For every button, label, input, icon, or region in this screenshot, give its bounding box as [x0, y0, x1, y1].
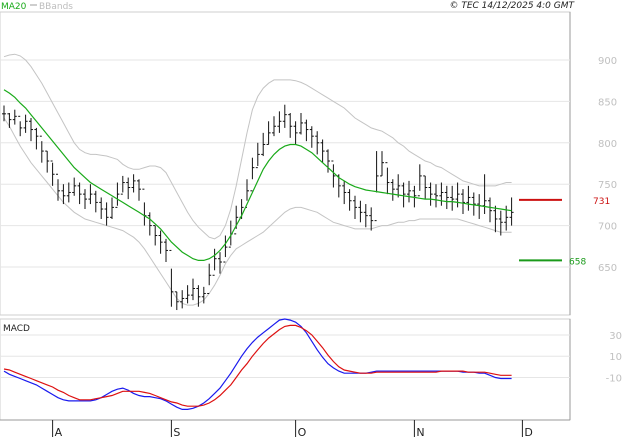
- x-axis-label: A: [55, 426, 63, 439]
- price-tick-label: 800: [598, 139, 617, 150]
- x-axis-label: N: [416, 426, 424, 439]
- price-y-axis: 650 700 750 800 850 900: [598, 56, 617, 274]
- price-markers: 731 658: [519, 197, 610, 267]
- bband-lower-line: [3, 117, 512, 306]
- price-tick-label: 900: [598, 56, 617, 67]
- price-tick-label: 750: [598, 180, 617, 191]
- legend-bbands-label: BBands: [39, 2, 73, 12]
- ma20-line-group: [3, 89, 512, 261]
- macd-lines: [3, 318, 512, 410]
- x-axis-label: D: [524, 426, 532, 439]
- macd-gridlines: [0, 334, 570, 378]
- ohlc-bars: [2, 104, 514, 311]
- price-gridlines: [0, 59, 570, 268]
- legend-ma20-label: MA20: [1, 2, 27, 12]
- macd-tick-label: 10: [609, 352, 622, 363]
- legend: MA20 BBands: [1, 2, 73, 12]
- bband-upper-line: [3, 53, 512, 240]
- macd-panel-title: MACD: [3, 324, 30, 334]
- price-marker-label: 731: [593, 197, 610, 207]
- macd-tick-label: -10: [606, 373, 622, 384]
- macd-tick-label: 30: [609, 331, 622, 342]
- bollinger-bands: [3, 53, 512, 306]
- macd-signal-line: [3, 324, 512, 407]
- x-axis-label: S: [173, 426, 180, 439]
- macd-y-axis: 30 10 -10: [606, 331, 622, 385]
- ma20-line: [3, 89, 512, 261]
- price-tick-label: 650: [598, 263, 617, 274]
- copyright-text: © TEC 14/12/2025 4:0 GMT: [449, 1, 575, 11]
- price-panel-frame: [0, 11, 571, 316]
- price-marker-label: 658: [569, 257, 586, 267]
- macd-panel-frame: [0, 318, 571, 421]
- macd-line: [3, 318, 512, 410]
- price-tick-label: 850: [598, 97, 617, 108]
- x-axis-label: O: [298, 426, 307, 439]
- price-tick-label: 700: [598, 222, 617, 233]
